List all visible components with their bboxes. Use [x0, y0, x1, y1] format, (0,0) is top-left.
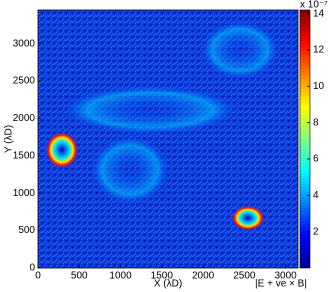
- x-tick-label: 2000: [192, 271, 215, 282]
- colorbar: [299, 9, 311, 269]
- colorbar-tick-label: 10: [313, 81, 325, 92]
- y-tick-label: 500: [18, 225, 35, 236]
- colorbar-tick-label: 8: [313, 117, 319, 128]
- x-tick-label: 1500: [151, 271, 174, 282]
- x-tick-label: 2500: [233, 271, 256, 282]
- colorbar-tick-label: 2: [313, 226, 319, 237]
- y-label: Y (λD): [4, 125, 15, 153]
- x-tick-label: 0: [35, 271, 41, 282]
- y-tick-label: 1000: [13, 188, 36, 199]
- x-tick-label: 1000: [109, 271, 132, 282]
- y-tick-label: 2500: [13, 76, 36, 87]
- colorbar-exponent: x 10⁻⁷: [300, 0, 328, 11]
- x-label: X (λD): [154, 279, 182, 290]
- plot-frame: [37, 9, 299, 269]
- colorbar-tick-label: 4: [313, 190, 319, 201]
- field: [38, 10, 298, 268]
- colorbar-tick-label: 6: [313, 154, 319, 165]
- y-tick-label: 2000: [13, 113, 36, 124]
- x-tick-label: 500: [71, 271, 88, 282]
- colorbar-label: |E + ve × B|: [255, 279, 307, 290]
- colorbar-tick-label: 14: [313, 8, 325, 19]
- y-tick-label: 3000: [13, 38, 36, 49]
- y-tick-label: 1500: [13, 150, 36, 161]
- x-tick-label: 3000: [274, 271, 297, 282]
- y-tick-label: 0: [29, 263, 35, 274]
- colorbar-tick-label: 12: [313, 45, 325, 56]
